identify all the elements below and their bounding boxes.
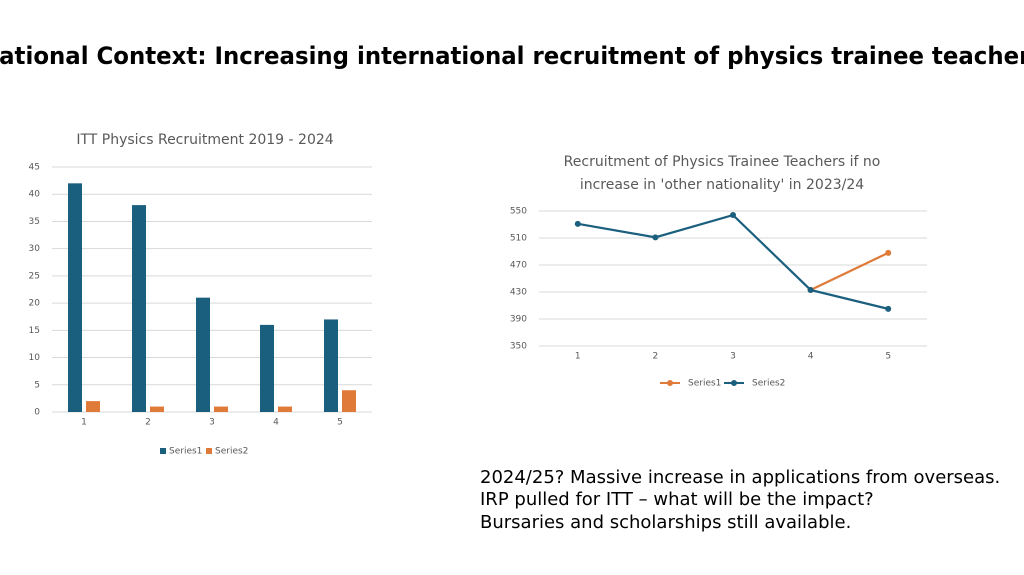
bar xyxy=(196,297,210,412)
y-tick-label: 35 xyxy=(29,217,40,227)
bar xyxy=(260,324,274,412)
legend-swatch xyxy=(667,380,673,386)
legend-swatch xyxy=(206,448,212,454)
legend-label: Series1 xyxy=(688,379,721,389)
x-tick-label: 1 xyxy=(575,352,581,362)
y-tick-label: 470 xyxy=(510,261,527,271)
y-tick-label: 510 xyxy=(510,234,527,244)
y-tick-label: 40 xyxy=(29,190,41,200)
slide-title: National Context: Increasing internation… xyxy=(0,42,1024,70)
x-tick-label: 1 xyxy=(81,418,87,428)
bar xyxy=(278,406,292,412)
x-tick-label: 3 xyxy=(730,352,736,362)
x-tick-label: 4 xyxy=(808,352,814,362)
bar xyxy=(214,406,228,412)
legend-swatch xyxy=(731,380,737,386)
x-tick-label: 2 xyxy=(653,352,659,362)
x-tick-label: 3 xyxy=(209,418,215,428)
bar xyxy=(342,390,356,412)
bar xyxy=(132,205,146,412)
y-tick-label: 0 xyxy=(34,408,40,418)
legend-label: Series2 xyxy=(215,447,248,457)
chart-title: Recruitment of Physics Trainee Teachers … xyxy=(564,154,881,170)
point xyxy=(885,305,892,312)
line xyxy=(810,251,889,291)
y-tick-label: 430 xyxy=(510,288,527,298)
legend-swatch xyxy=(160,448,166,454)
y-tick-label: 25 xyxy=(29,271,40,281)
legend-label: Series2 xyxy=(752,379,785,389)
x-tick-label: 5 xyxy=(337,418,343,428)
y-tick-label: 20 xyxy=(29,299,41,309)
y-tick-label: 30 xyxy=(29,244,41,254)
chart-title: increase in 'other nationality' in 2023/… xyxy=(580,177,864,193)
x-tick-label: 4 xyxy=(273,418,279,428)
point xyxy=(652,234,659,241)
y-tick-label: 550 xyxy=(510,207,527,217)
bar xyxy=(324,319,338,412)
point xyxy=(885,249,892,256)
bar xyxy=(86,401,100,412)
bar xyxy=(68,183,82,412)
point xyxy=(730,212,736,219)
bar xyxy=(150,406,164,412)
legend-label: Series1 xyxy=(169,447,202,457)
line xyxy=(577,213,889,310)
text-line: IRP pulled for ITT – what will be the im… xyxy=(480,489,874,510)
point xyxy=(807,286,814,293)
y-tick-label: 15 xyxy=(29,326,40,336)
x-tick-label: 2 xyxy=(145,418,151,428)
y-tick-label: 5 xyxy=(34,380,40,390)
point xyxy=(574,220,581,227)
text-line: Bursaries and scholarships still availab… xyxy=(480,512,851,533)
y-tick-label: 10 xyxy=(29,353,41,363)
y-tick-label: 350 xyxy=(510,342,527,352)
chart-title: ITT Physics Recruitment 2019 - 2024 xyxy=(76,132,333,148)
text-line: 2024/25? Massive increase in application… xyxy=(480,467,1000,488)
y-tick-label: 390 xyxy=(510,315,527,325)
x-tick-label: 5 xyxy=(885,352,891,362)
y-tick-label: 45 xyxy=(29,163,40,173)
